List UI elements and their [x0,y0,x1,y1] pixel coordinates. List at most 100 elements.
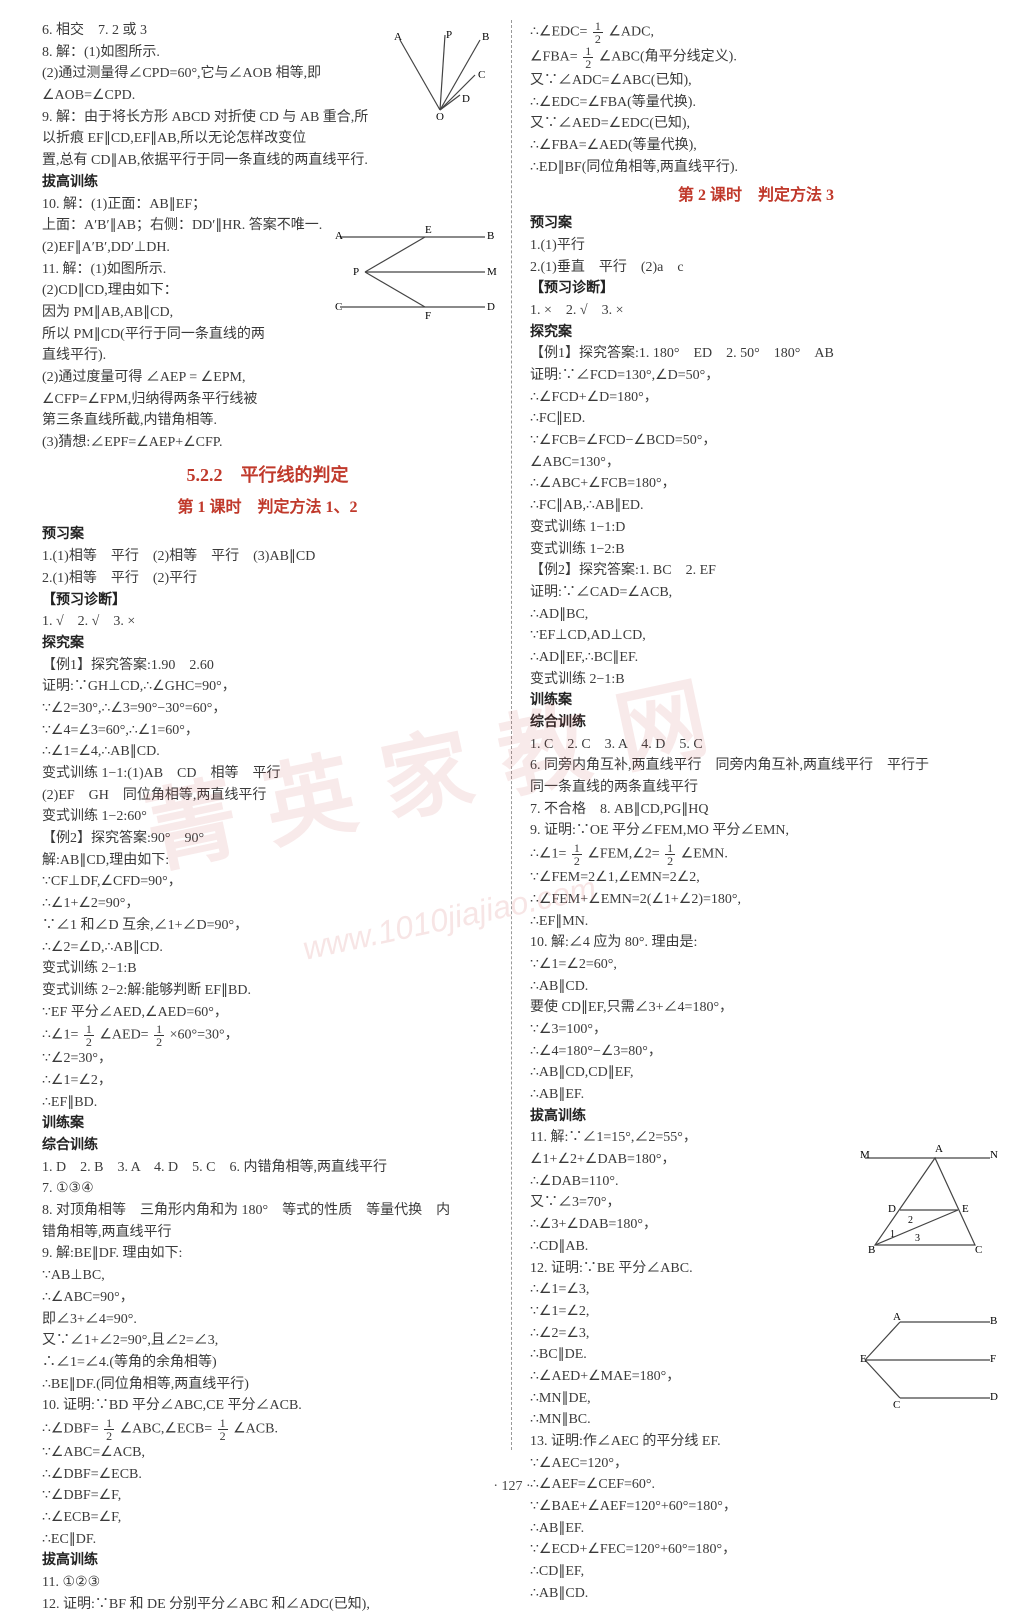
section-header: 拔高训练 [42,172,493,194]
text-line: 【例2】探究答案:1. BC 2. EF [530,560,982,582]
label-E: E [860,1353,867,1365]
text-line: ∵∠ECD+∠FEC=120°+60°=180°， [530,1539,982,1561]
text-line: ∴EF∥BD. [42,1092,493,1114]
text-line: ∴AB∥CD. [530,976,982,998]
text-line: 10. 解:∠4 应为 80°. 理由是: [530,932,982,954]
text-line: ∴FC∥AB,∴AB∥ED. [530,495,982,517]
text-line: 变式训练 2−1:B [42,958,493,980]
text-line: ∴FC∥ED. [530,408,982,430]
frac-prefix: ∴∠1= [530,847,566,862]
text-line: (2)通过度量可得 ∠AEP = ∠EPM, [42,367,493,389]
text-line: ∴AB∥CD,CD∥EF, [530,1062,982,1084]
text-line: ∵∠FCB=∠FCD−∠BCD=50°， [530,430,982,452]
label-B: B [487,230,494,242]
text-line: 1. D 2. B 3. A 4. D 5. C 6. 内错角相等,两直线平行 [42,1157,493,1179]
text-line: 以折痕 EF∥CD,EF∥AB,所以无论怎样改变位 [42,128,493,150]
label-F: F [990,1353,996,1365]
text-line: 变式训练 1−2:B [530,539,982,561]
text-line: 10. 证明:∵BD 平分∠ABC,CE 平分∠ACB. [42,1395,493,1417]
fraction: 12 [84,1023,94,1048]
heading-522: 5.2.2 平行线的判定 [42,462,493,490]
text-line: 9. 解:BE∥DF. 理由如下: [42,1243,493,1265]
section-tanjiu: 探究案 [42,633,493,655]
frac-suffix: ∠ABC(角平分线定义). [599,50,737,65]
fraction: 12 [583,45,593,70]
text-line: ∴AB∥CD. [530,1583,982,1605]
text-line: ∴AD∥EF,∴BC∥EF. [530,647,982,669]
text-line: ∵∠2=30°， [42,1048,493,1070]
text-line: ∵∠3=100°， [530,1019,982,1041]
text-line: ∵∠2=30°,∴∠3=90°−30°=60°， [42,698,493,720]
label-1: 1 [890,1229,895,1240]
label-A: A [394,31,402,43]
text-line: ∴∠FEM+∠EMN=2(∠1+∠2)=180°, [530,889,982,911]
text-line: 2.(1)垂直 平行 (2)a c [530,257,982,279]
text-line: ∴∠EDC=∠FBA(等量代换). [530,92,982,114]
frac-suffix: ×60°=30°， [170,1028,239,1043]
text-line: 解:AB∥CD,理由如下: [42,850,493,872]
fraction-line: ∠FBA= 12 ∠ABC(角平分线定义). [530,45,982,70]
text-line: 变式训练 1−2:60° [42,806,493,828]
text-line: 变式训练 2−1:B [530,669,982,691]
label-B: B [868,1244,875,1256]
text-line: 证明:∵∠FCD=130°,∠D=50°， [530,365,982,387]
text-line: 1. √ 2. √ 3. × [42,611,493,633]
text-line: 置,总有 CD∥AB,依据平行于同一条直线的两直线平行. [42,150,493,172]
fraction: 12 [218,1417,228,1442]
text-line: 证明:∵GH⊥CD,∴∠GHC=90°， [42,676,493,698]
section-tanjiu: 探究案 [530,322,982,344]
label-P: P [446,29,452,41]
section-zonghe: 综合训练 [530,712,982,734]
text-line: ∴∠1=∠4.(等角的余角相等) [42,1352,493,1374]
section-zhenduan: 【预习诊断】 [42,590,493,612]
frac-mid: ∠FEM,∠2= [587,847,659,862]
text-line: 8. 对顶角相等 三角形内角和为 180° 等式的性质 等量代换 内 [42,1200,493,1222]
label-E: E [425,224,432,236]
text-line: 第三条直线所截,内错角相等. [42,410,493,432]
frac-suffix: ∠EMN. [681,847,728,862]
text-line: ∴AB∥EF. [530,1084,982,1106]
heading-522-sub: 第 1 课时 判定方法 1、2 [42,496,493,521]
angle-rays-icon: A B C D O P [390,30,490,120]
label-N: N [990,1149,998,1161]
fraction-line: ∴∠EDC= 12 ∠ADC, [530,20,982,45]
text-line: 1. C 2. C 3. A 4. D 5. C [530,734,982,756]
text-line: 所以 PM∥CD(平行于同一条直线的两 [42,324,493,346]
label-B: B [482,31,489,43]
label-F: F [425,310,431,322]
text-line: 11. ①②③ [42,1572,493,1594]
parallel-cut-icon: A E B P M C F D [335,225,495,320]
text-line: ∠ABC=130°， [530,452,982,474]
text-line: 同一条直线的两条直线平行 [530,777,982,799]
text-line: (3)猜想:∠EPF=∠AEP+∠CFP. [42,432,493,454]
section-bagao: 拔高训练 [42,1550,493,1572]
text-line: 12. 证明:∵BF 和 DE 分别平分∠ABC 和∠ADC(已知), [42,1594,493,1615]
text-line: 6. 同旁内角互补,两直线平行 同旁内角互补,两直线平行 平行于 [530,755,982,777]
three-parallel-icon: A B E F C D [860,1310,1000,1410]
frac-suffix: ∠ADC, [608,25,654,40]
text-line: 1.(1)平行 [530,235,982,257]
text-line: ∵∠ABC=∠ACB, [42,1442,493,1464]
frac-mid: ∠AED= [99,1028,148,1043]
heading-2: 第 2 课时 判定方法 3 [530,184,982,209]
text-line: ∴EC∥DF. [42,1529,493,1551]
text-line: ∠CFP=∠FPM,归纳得两条平行线被 [42,389,493,411]
fraction-line: ∴∠1= 12 ∠FEM,∠2= 12 ∠EMN. [530,842,982,867]
triangle-bisector-icon: M A N D E B C 1 2 3 [860,1140,1000,1255]
text-line: 【例2】探究答案:90° 90° [42,828,493,850]
section-zonghe: 综合训练 [42,1135,493,1157]
fraction: 12 [593,20,603,45]
text-line: ∴ED∥BF(同位角相等,两直线平行). [530,157,982,179]
text-line: ∵∠AEC=120°， [530,1453,982,1475]
text-line: ∴∠ABC=90°， [42,1287,493,1309]
fraction: 12 [665,842,675,867]
label-A: A [335,230,343,242]
figure-2: A E B P M C F D [335,225,495,323]
text-line: ∴∠ECB=∠F, [42,1507,493,1529]
text-line: 变式训练 1−1:(1)AB CD 相等 平行 [42,763,493,785]
text-line: ∴∠FBA=∠AED(等量代换), [530,135,982,157]
text-line: ∴∠FCD+∠D=180°， [530,387,982,409]
text-line: ∴EF∥MN. [530,911,982,933]
label-A: A [893,1311,901,1323]
label-C: C [893,1399,900,1411]
